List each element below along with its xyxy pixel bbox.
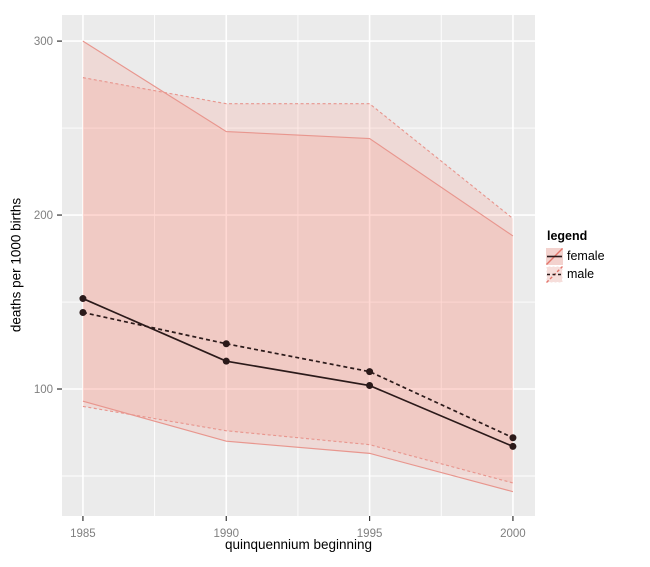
x-tick-label-1985: 1985 <box>70 528 96 540</box>
y-tick-label-300: 300 <box>34 36 53 48</box>
x-tick-label-2000: 2000 <box>500 528 526 540</box>
x-tick-label-1995: 1995 <box>357 528 383 540</box>
point-female-2000 <box>509 442 517 450</box>
legend-label-female: female <box>567 249 605 263</box>
legend-item-male: male <box>546 265 605 283</box>
legend-item-female: female <box>546 247 605 265</box>
point-male-1990 <box>222 340 230 348</box>
y-tick-label-100: 100 <box>34 384 53 396</box>
legend-key-female-icon <box>546 247 563 265</box>
x-axis-title: quinquennium beginning <box>224 537 373 552</box>
point-male-1985 <box>79 308 87 316</box>
ribbon-female <box>82 41 513 492</box>
ribbon-edge-hi-female <box>82 40 514 237</box>
ribbon-male <box>82 77 513 483</box>
point-female-1995 <box>366 382 374 390</box>
point-male-1995 <box>366 368 374 376</box>
ribbon-edge-hi-male <box>82 77 514 219</box>
y-axis-title: deaths per 1000 births <box>8 197 24 333</box>
ribbon-edge-lo-male <box>82 405 514 484</box>
legend-title: legend <box>547 229 588 243</box>
y-tick-label-200: 200 <box>34 210 53 222</box>
legend-label-male: male <box>567 267 595 281</box>
legend: legend female male <box>546 229 605 283</box>
line-female <box>82 297 514 448</box>
point-male-2000 <box>509 434 517 442</box>
line-male <box>82 311 514 439</box>
legend-key-male-icon <box>546 265 563 283</box>
point-female-1990 <box>222 357 230 365</box>
point-female-1985 <box>79 295 87 303</box>
ribbon-edge-lo-female <box>82 400 514 493</box>
plot-panel <box>62 15 535 516</box>
x-tick-label-1990: 1990 <box>213 528 239 540</box>
